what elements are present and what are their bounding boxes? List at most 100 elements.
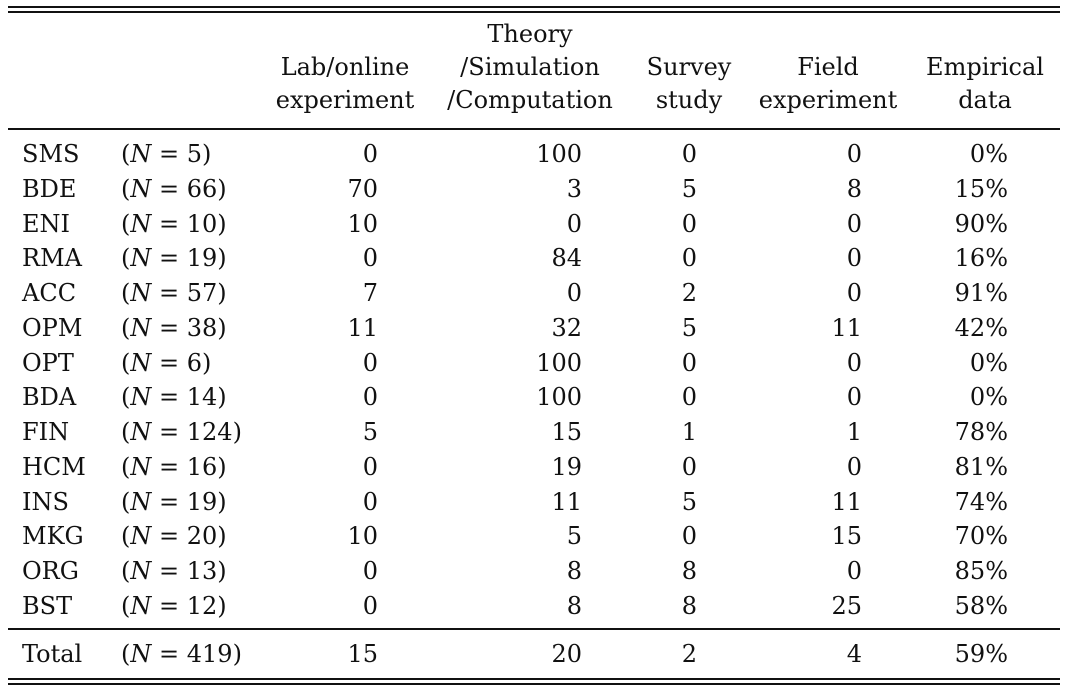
sample-size-value: 38 [186,314,218,342]
row-label: INS [22,488,69,516]
cell-empirical: 70% [954,522,1008,550]
sample-size-value: 66 [186,175,218,203]
cell-field: 0 [846,453,862,481]
cell-empirical: 58% [954,592,1008,620]
cell-field: 0 [846,210,862,238]
sample-size: (N = 12) [121,592,227,620]
sample-size: (N = 66) [121,175,227,203]
cell-survey: 2 [681,279,697,307]
cell-empirical: 15% [954,175,1008,203]
row-label: HCM [22,453,86,481]
cell-theory: 5 [566,522,582,550]
row-label: ORG [22,557,79,585]
cell-field: 8 [846,175,862,203]
cell-field: 0 [846,383,862,411]
cell-empirical: 81% [954,453,1008,481]
sample-size-value: 10 [186,210,218,238]
cell-lab: 0 [362,453,378,481]
cell-survey: 5 [681,175,697,203]
cell-empirical: 91% [954,279,1008,307]
sample-size-value: 419 [186,640,233,668]
cell-field: 0 [846,349,862,377]
cell-theory: 20 [551,640,582,668]
cell-empirical: 85% [954,557,1008,585]
cell-theory: 11 [551,488,582,516]
cell-theory: 84 [551,244,582,272]
column-header-line: /Computation [447,86,613,114]
cell-field: 11 [831,488,862,516]
cell-field: 0 [846,140,862,168]
sample-size: (N = 5) [121,140,212,168]
sample-size-value: 124 [186,418,233,446]
column-header-line: experiment [758,86,898,114]
cell-survey: 0 [681,453,697,481]
cell-survey: 2 [681,640,697,668]
top-rule-inner [8,11,1060,13]
cell-survey: 0 [681,210,697,238]
sample-size: (N = 14) [121,383,227,411]
top-rule-outer [8,6,1060,8]
cell-theory: 32 [551,314,582,342]
sample-size-value: 16 [186,453,218,481]
column-header-empirical: Empirical data [910,51,1060,117]
row-label: FIN [22,418,70,446]
cell-lab: 15 [347,640,378,668]
column-header-line: data [958,86,1012,114]
sample-size: (N = 20) [121,522,227,550]
cell-lab: 0 [362,140,378,168]
cell-theory: 3 [566,175,582,203]
cell-survey: 0 [681,349,697,377]
cell-empirical: 16% [954,244,1008,272]
cell-lab: 7 [362,279,378,307]
cell-lab: 10 [347,210,378,238]
cell-field: 0 [846,557,862,585]
cell-survey: 5 [681,314,697,342]
row-label: OPT [22,349,74,377]
cell-lab: 0 [362,557,378,585]
column-header-line: /Simulation [460,53,600,81]
sample-size: (N = 419) [121,640,242,668]
row-label: RMA [22,244,82,272]
cell-survey: 8 [681,557,697,585]
cell-theory: 8 [566,592,582,620]
cell-field: 1 [846,418,862,446]
cell-lab: 0 [362,244,378,272]
cell-lab: 10 [347,522,378,550]
cell-survey: 0 [681,383,697,411]
cell-survey: 0 [681,244,697,272]
row-label: ENI [22,210,70,238]
sample-size-value: 14 [186,383,218,411]
sample-size-value: 19 [186,244,218,272]
column-header-survey: Survey study [634,51,744,117]
sample-size: (N = 6) [121,349,212,377]
cell-lab: 0 [362,349,378,377]
cell-theory: 100 [536,383,582,411]
row-label: ACC [22,279,77,307]
row-label: OPM [22,314,83,342]
cell-survey: 0 [681,522,697,550]
cell-lab: 11 [347,314,378,342]
sample-size-value: 6 [186,349,203,377]
sample-size: (N = 19) [121,488,227,516]
sample-size-value: 13 [186,557,218,585]
row-label: BDE [22,175,77,203]
row-label: Total [22,640,83,668]
cell-empirical: 74% [954,488,1008,516]
cell-empirical: 90% [954,210,1008,238]
cell-theory: 19 [551,453,582,481]
sample-size: (N = 57) [121,279,227,307]
row-label: BDA [22,383,77,411]
column-header-line: Field [797,53,859,81]
column-header-line: Empirical [926,53,1044,81]
cell-theory: 8 [566,557,582,585]
cell-field: 0 [846,244,862,272]
sample-size: (N = 38) [121,314,227,342]
sample-size: (N = 10) [121,210,227,238]
cell-theory: 0 [566,279,582,307]
sample-size: (N = 19) [121,244,227,272]
cell-empirical: 59% [954,640,1008,668]
cell-lab: 0 [362,592,378,620]
bottom-rule-inner [8,678,1060,680]
cell-empirical: 78% [954,418,1008,446]
row-label: SMS [22,140,80,168]
